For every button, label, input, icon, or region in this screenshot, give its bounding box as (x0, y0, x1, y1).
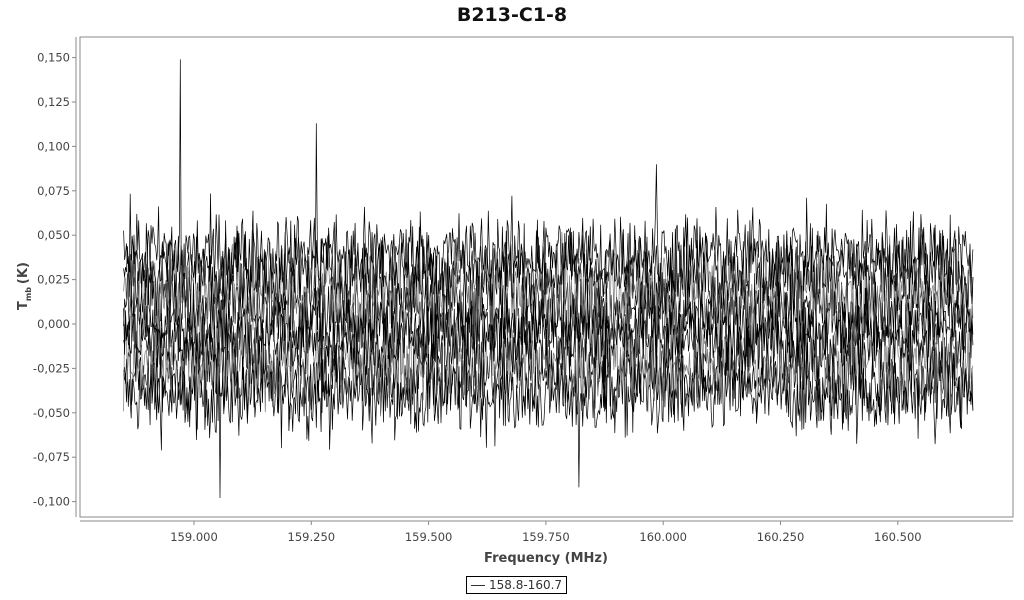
y-tick-label: 0,150 (37, 51, 70, 65)
spectrum-trace (123, 279, 974, 406)
y-tick-label: 0,000 (37, 317, 70, 331)
y-tick-label: -0,025 (33, 361, 70, 375)
x-tick-label: 159.750 (522, 530, 570, 544)
x-tick-label: 159.250 (288, 530, 336, 544)
y-tick-label: 0,075 (37, 184, 70, 198)
y-tick-label: 0,100 (37, 139, 70, 153)
legend-swatch (471, 585, 485, 586)
y-tick-label: 0,125 (37, 95, 70, 109)
legend[interactable]: 158.8-160.7 (466, 576, 568, 594)
y-axis-label: Tmb(K) (16, 262, 33, 310)
legend-label: 158.8-160.7 (489, 578, 563, 592)
y-tick-label: 0,025 (37, 273, 70, 287)
chart-title: B213-C1-8 (456, 4, 568, 26)
x-tick-label: 159.500 (405, 530, 453, 544)
x-tick-label: 160.500 (874, 530, 922, 544)
spectrum-trace (123, 315, 974, 433)
spectrum-trace (123, 59, 974, 310)
y-tick-label: -0,050 (33, 406, 70, 420)
y-tick-label: -0,100 (33, 495, 70, 509)
x-tick-label: 160.000 (639, 530, 687, 544)
x-axis-label: Frequency (MHz) (484, 551, 608, 566)
y-tick-label: -0,075 (33, 450, 70, 464)
y-tick-label: 0,050 (37, 228, 70, 242)
x-tick-label: 160.250 (757, 530, 805, 544)
plot-frame (79, 36, 1014, 518)
x-tick-label: 159.000 (170, 530, 218, 544)
spectrum-trace (123, 218, 974, 325)
